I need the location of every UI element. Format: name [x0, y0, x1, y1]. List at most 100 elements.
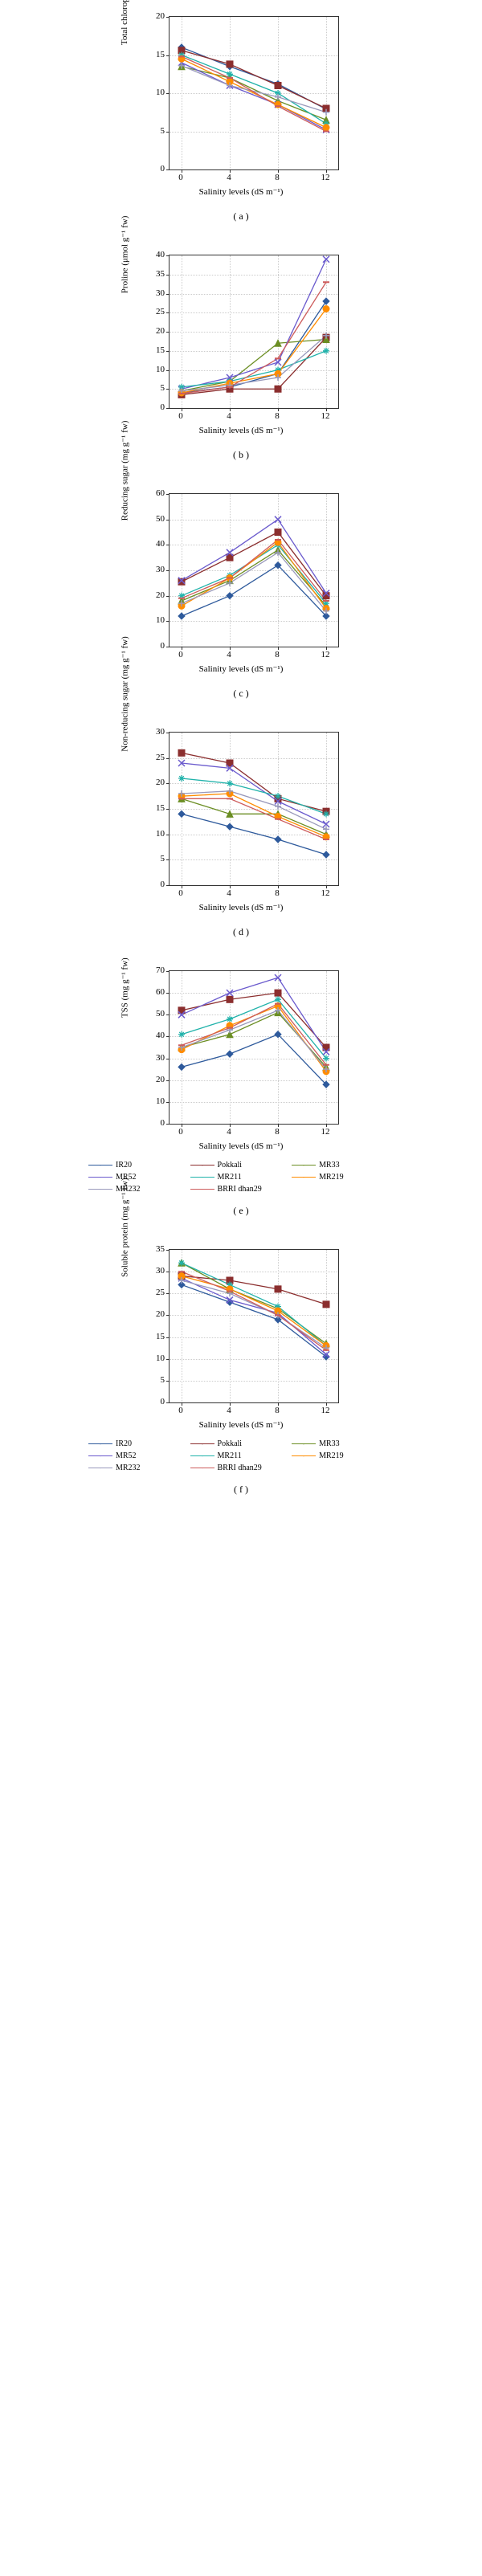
y-tick-label: 50 — [156, 1009, 165, 1019]
y-tick-label: 10 — [156, 1096, 165, 1106]
y-tick-label: 5 — [161, 1375, 165, 1385]
plot-area — [169, 732, 339, 886]
y-tick-label: 0 — [161, 1118, 165, 1128]
series-line-MR52 — [182, 520, 326, 594]
chart-a: 0510152004812 Total chlorophyll (mg/cm²)… — [8, 8, 474, 222]
y-tick-label: 15 — [156, 345, 165, 355]
x-axis-title: Salinity levels (dS m⁻¹) — [199, 425, 284, 435]
x-tick-label: 4 — [227, 650, 231, 659]
x-tick-label: 12 — [321, 1406, 330, 1415]
legend-label: Pokkali — [218, 1439, 243, 1448]
x-tick-label: 0 — [178, 888, 183, 898]
legend-item-Pokkali: Pokkali — [190, 1438, 292, 1450]
series-line-MR232 — [182, 336, 326, 391]
legend-label: MR211 — [218, 1173, 242, 1182]
series-line-MR52 — [182, 763, 326, 824]
x-tick-label: 8 — [275, 650, 280, 659]
y-tick-label: 20 — [156, 1075, 165, 1084]
y-tick-label: 50 — [156, 514, 165, 524]
x-axis-title: Salinity levels (dS m⁻¹) — [199, 902, 284, 912]
y-tick-label: 15 — [156, 50, 165, 59]
series-line-MR52 — [182, 1278, 326, 1354]
legend-item-IR20: IR20 — [88, 1159, 190, 1171]
y-tick-label: 0 — [161, 402, 165, 412]
legend-item-MR52: MR52 — [88, 1171, 190, 1183]
y-tick-label: 60 — [156, 488, 165, 498]
y-tick-label: 5 — [161, 854, 165, 863]
x-tick-label: 4 — [227, 888, 231, 898]
plot-area — [169, 255, 339, 409]
legend-label: MR211 — [218, 1451, 242, 1460]
y-tick-label: 35 — [156, 269, 165, 279]
y-axis-title: Non-reducing sugar (mg g⁻¹ fw) — [120, 636, 130, 752]
y-tick-label: 0 — [161, 1397, 165, 1406]
x-tick-label: 0 — [178, 1127, 183, 1137]
x-axis-title: Salinity levels (dS m⁻¹) — [199, 1419, 284, 1430]
x-tick-label: 12 — [321, 411, 330, 421]
series-line-IR20 — [182, 814, 326, 855]
chart-e: 01020304050607004812 TSS (mg g⁻¹ fw) Sal… — [8, 962, 474, 1217]
legend-label: MR219 — [319, 1173, 344, 1182]
y-axis-title: TSS (mg g⁻¹ fw) — [120, 957, 130, 1018]
chart-d: 05101520253004812 Non-reducing sugar (mg… — [8, 724, 474, 938]
legend-item-MR232: MR232 — [88, 1462, 190, 1474]
y-tick-label: 30 — [156, 727, 165, 737]
subplot-label: ( e ) — [8, 1205, 474, 1217]
y-tick-label: 60 — [156, 987, 165, 997]
legend: IR20 Pokkali MR33 MR52 M — [88, 1438, 394, 1474]
y-tick-label: 10 — [156, 1353, 165, 1363]
x-tick-label: 4 — [227, 1127, 231, 1137]
x-tick-label: 12 — [321, 888, 330, 898]
y-axis-title: Proline (μmol g⁻¹ fw) — [120, 216, 130, 294]
chart-c: 010203040506004812 Reducing sugar (mg g⁻… — [8, 485, 474, 700]
series-line-MR232 — [182, 1280, 326, 1348]
y-tick-label: 20 — [156, 590, 165, 600]
legend-item-MR232: MR232 — [88, 1183, 190, 1195]
y-tick-label: 40 — [156, 539, 165, 549]
series-line-MR232 — [182, 791, 326, 830]
legend-label: IR20 — [116, 1161, 132, 1170]
series-line-MR33 — [182, 798, 326, 834]
x-tick-label: 0 — [178, 650, 183, 659]
legend-item-MR33: MR33 — [292, 1159, 394, 1171]
x-axis-title: Salinity levels (dS m⁻¹) — [199, 186, 284, 197]
y-tick-label: 20 — [156, 1309, 165, 1319]
y-tick-label: 20 — [156, 778, 165, 787]
y-tick-label: 25 — [156, 307, 165, 316]
legend-item-MR211: MR211 — [190, 1450, 292, 1462]
y-tick-label: 10 — [156, 365, 165, 374]
x-tick-label: 0 — [178, 411, 183, 421]
plot-area — [169, 493, 339, 647]
y-axis-title: Reducing sugar (mg g⁻¹ fw) — [120, 421, 130, 521]
subplot-label: ( b ) — [8, 449, 474, 461]
series-line-IR20 — [182, 301, 326, 393]
series-line-MR33 — [182, 340, 326, 391]
x-tick-label: 4 — [227, 1406, 231, 1415]
y-tick-label: 20 — [156, 326, 165, 336]
legend-label: MR52 — [116, 1451, 137, 1460]
legend-label: MR219 — [319, 1451, 344, 1460]
x-tick-label: 8 — [275, 173, 280, 182]
legend: IR20 Pokkali MR33 MR52 M — [88, 1159, 394, 1195]
legend-item-BRRIdhan29: BRRI dhan29 — [190, 1183, 292, 1195]
series-line-MR232 — [182, 553, 326, 611]
x-tick-label: 8 — [275, 1127, 280, 1137]
y-tick-label: 25 — [156, 1288, 165, 1297]
series-line-MR219 — [182, 542, 326, 608]
legend-label: IR20 — [116, 1439, 132, 1448]
y-tick-label: 0 — [161, 641, 165, 651]
legend-label: BRRI dhan29 — [218, 1185, 262, 1194]
y-tick-label: 5 — [161, 126, 165, 136]
x-tick-label: 4 — [227, 411, 231, 421]
legend-item-MR211: MR211 — [190, 1171, 292, 1183]
y-tick-label: 0 — [161, 164, 165, 174]
y-tick-label: 0 — [161, 880, 165, 889]
plot-area — [169, 970, 339, 1125]
subplot-label: ( c ) — [8, 688, 474, 700]
series-line-MR211 — [182, 999, 326, 1058]
y-tick-label: 5 — [161, 383, 165, 393]
subplot-label: ( f ) — [8, 1484, 474, 1496]
x-axis-title: Salinity levels (dS m⁻¹) — [199, 663, 284, 674]
plot-area — [169, 16, 339, 170]
y-axis-title: Total chlorophyll (mg/cm²) — [120, 0, 129, 45]
